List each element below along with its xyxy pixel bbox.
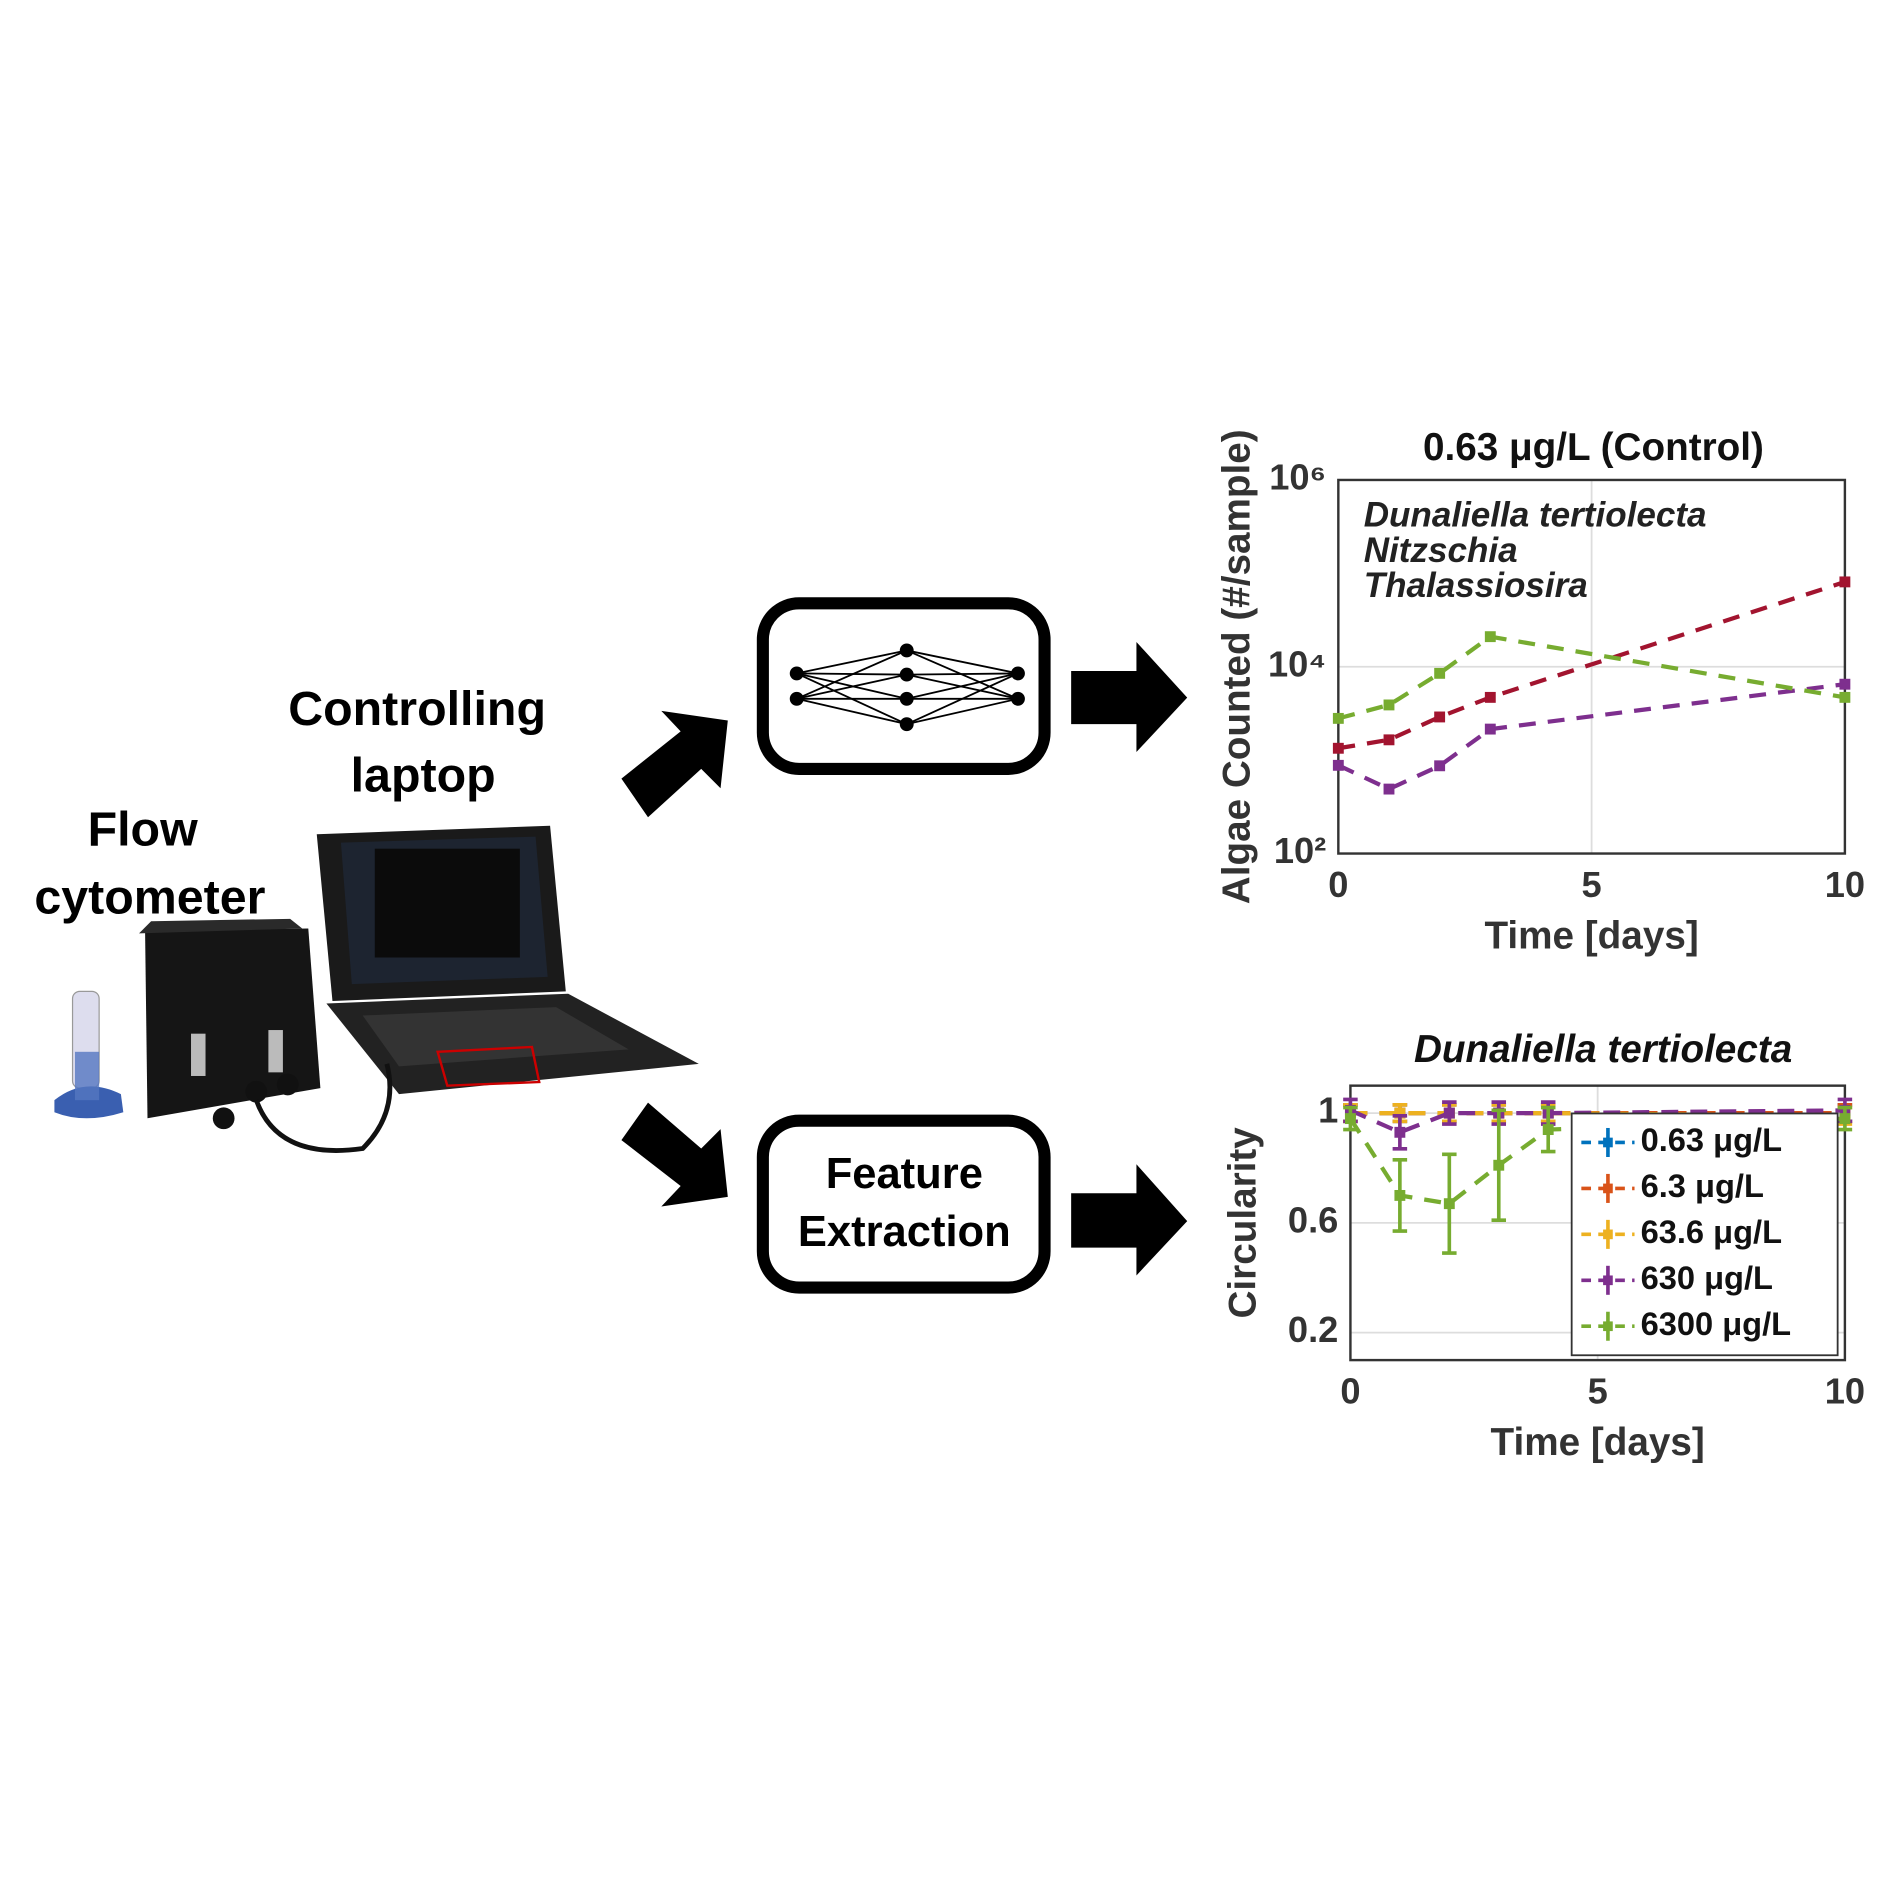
legend-entry: 63.6 μg/L bbox=[1641, 1213, 1782, 1250]
x-tick-label: 5 bbox=[1588, 1371, 1608, 1412]
marker bbox=[1344, 1113, 1356, 1125]
marker bbox=[1394, 1107, 1406, 1119]
nn-node bbox=[1011, 691, 1025, 706]
nn-edge bbox=[906, 672, 1019, 700]
nn-edge bbox=[906, 697, 1019, 726]
nn-node bbox=[899, 691, 914, 706]
legend-swatch bbox=[1603, 1275, 1613, 1286]
marker bbox=[1484, 723, 1496, 735]
nn-node bbox=[789, 691, 804, 706]
legend-swatch bbox=[1603, 1183, 1613, 1194]
legend-entry: 6300 μg/L bbox=[1641, 1305, 1792, 1342]
marker bbox=[1383, 699, 1395, 711]
series-line bbox=[1337, 682, 1846, 792]
y-axis-label: Circularity bbox=[1221, 1127, 1264, 1319]
series-line bbox=[1337, 634, 1846, 721]
x-tick-label: 5 bbox=[1582, 864, 1602, 905]
label: cytometer bbox=[34, 870, 265, 924]
legend-entry: Dunaliella tertiolecta bbox=[1364, 496, 1707, 535]
legend-entry: 6.3 μg/L bbox=[1641, 1167, 1764, 1204]
y-tick-label: 10⁴ bbox=[1268, 643, 1326, 684]
nn-node bbox=[899, 643, 914, 658]
marker bbox=[1383, 734, 1395, 746]
x-tick-label: 10 bbox=[1825, 1371, 1865, 1412]
nn-edge bbox=[906, 649, 1019, 675]
label: Controlling bbox=[288, 682, 546, 736]
legend-swatch bbox=[1603, 1229, 1613, 1240]
legend-swatch bbox=[1603, 1137, 1613, 1148]
y-tick-label: 10⁶ bbox=[1269, 457, 1326, 498]
marker bbox=[1332, 712, 1344, 724]
nn-edge bbox=[796, 697, 907, 726]
marker bbox=[1383, 783, 1395, 795]
marker bbox=[1434, 760, 1446, 772]
x-tick-label: 0 bbox=[1340, 1371, 1360, 1412]
y-tick-label: 0.2 bbox=[1288, 1309, 1338, 1350]
marker bbox=[1542, 1124, 1554, 1136]
nn-node bbox=[789, 666, 804, 681]
marker bbox=[1839, 576, 1851, 588]
marker bbox=[1484, 631, 1496, 643]
x-axis-label: Time [days] bbox=[1485, 914, 1699, 957]
x-axis-label: Time [days] bbox=[1491, 1421, 1705, 1464]
legend-entry: Thalassiosira bbox=[1364, 566, 1588, 605]
legend-entry: 630 μg/L bbox=[1641, 1259, 1773, 1296]
nn-node bbox=[1011, 666, 1025, 681]
plot-frame bbox=[1349, 1084, 1847, 1362]
legend-swatch bbox=[1603, 1321, 1613, 1332]
marker bbox=[1484, 691, 1496, 703]
marker bbox=[1839, 678, 1851, 690]
series-line bbox=[1349, 1108, 1845, 1135]
chart-title: 0.63 μg/L (Control) bbox=[1423, 426, 1764, 469]
marker bbox=[1394, 1189, 1406, 1201]
chart-title: Dunaliella tertiolecta bbox=[1414, 1028, 1792, 1071]
marker bbox=[1332, 759, 1344, 771]
marker bbox=[1493, 1159, 1505, 1171]
nn-edge bbox=[796, 649, 908, 700]
marker bbox=[1434, 667, 1446, 679]
nn-edge bbox=[906, 672, 1018, 676]
nn-edge bbox=[796, 673, 907, 700]
legend-entry: Nitzschia bbox=[1364, 531, 1518, 570]
label: laptop bbox=[351, 748, 496, 802]
label: Flow bbox=[88, 803, 198, 857]
nn-edge bbox=[796, 649, 907, 675]
marker bbox=[1443, 1198, 1455, 1210]
legend-entry: 0.63 μg/L bbox=[1641, 1121, 1782, 1158]
y-tick-label: 0.6 bbox=[1288, 1199, 1338, 1240]
nn-node bbox=[899, 667, 914, 682]
marker bbox=[1434, 711, 1446, 723]
diagram bbox=[621, 597, 1188, 1294]
y-tick-label: 1 bbox=[1318, 1090, 1338, 1131]
nn-node bbox=[899, 717, 914, 732]
marker bbox=[1332, 742, 1344, 754]
photo bbox=[54, 825, 699, 1153]
marker bbox=[1443, 1107, 1455, 1119]
plot-frame bbox=[1337, 478, 1847, 855]
marker bbox=[1394, 1126, 1406, 1138]
x-tick-label: 10 bbox=[1825, 864, 1865, 905]
series-line bbox=[1337, 579, 1846, 751]
marker bbox=[1839, 691, 1851, 703]
marker bbox=[1839, 1113, 1851, 1125]
nn-edge bbox=[906, 672, 1019, 726]
y-axis-label: Algae Counted (#/sample) bbox=[1215, 429, 1258, 904]
box-label: Feature bbox=[826, 1150, 983, 1198]
y-tick-label: 10² bbox=[1274, 830, 1326, 871]
box-label: Extraction bbox=[798, 1208, 1011, 1256]
x-tick-label: 0 bbox=[1328, 864, 1348, 905]
